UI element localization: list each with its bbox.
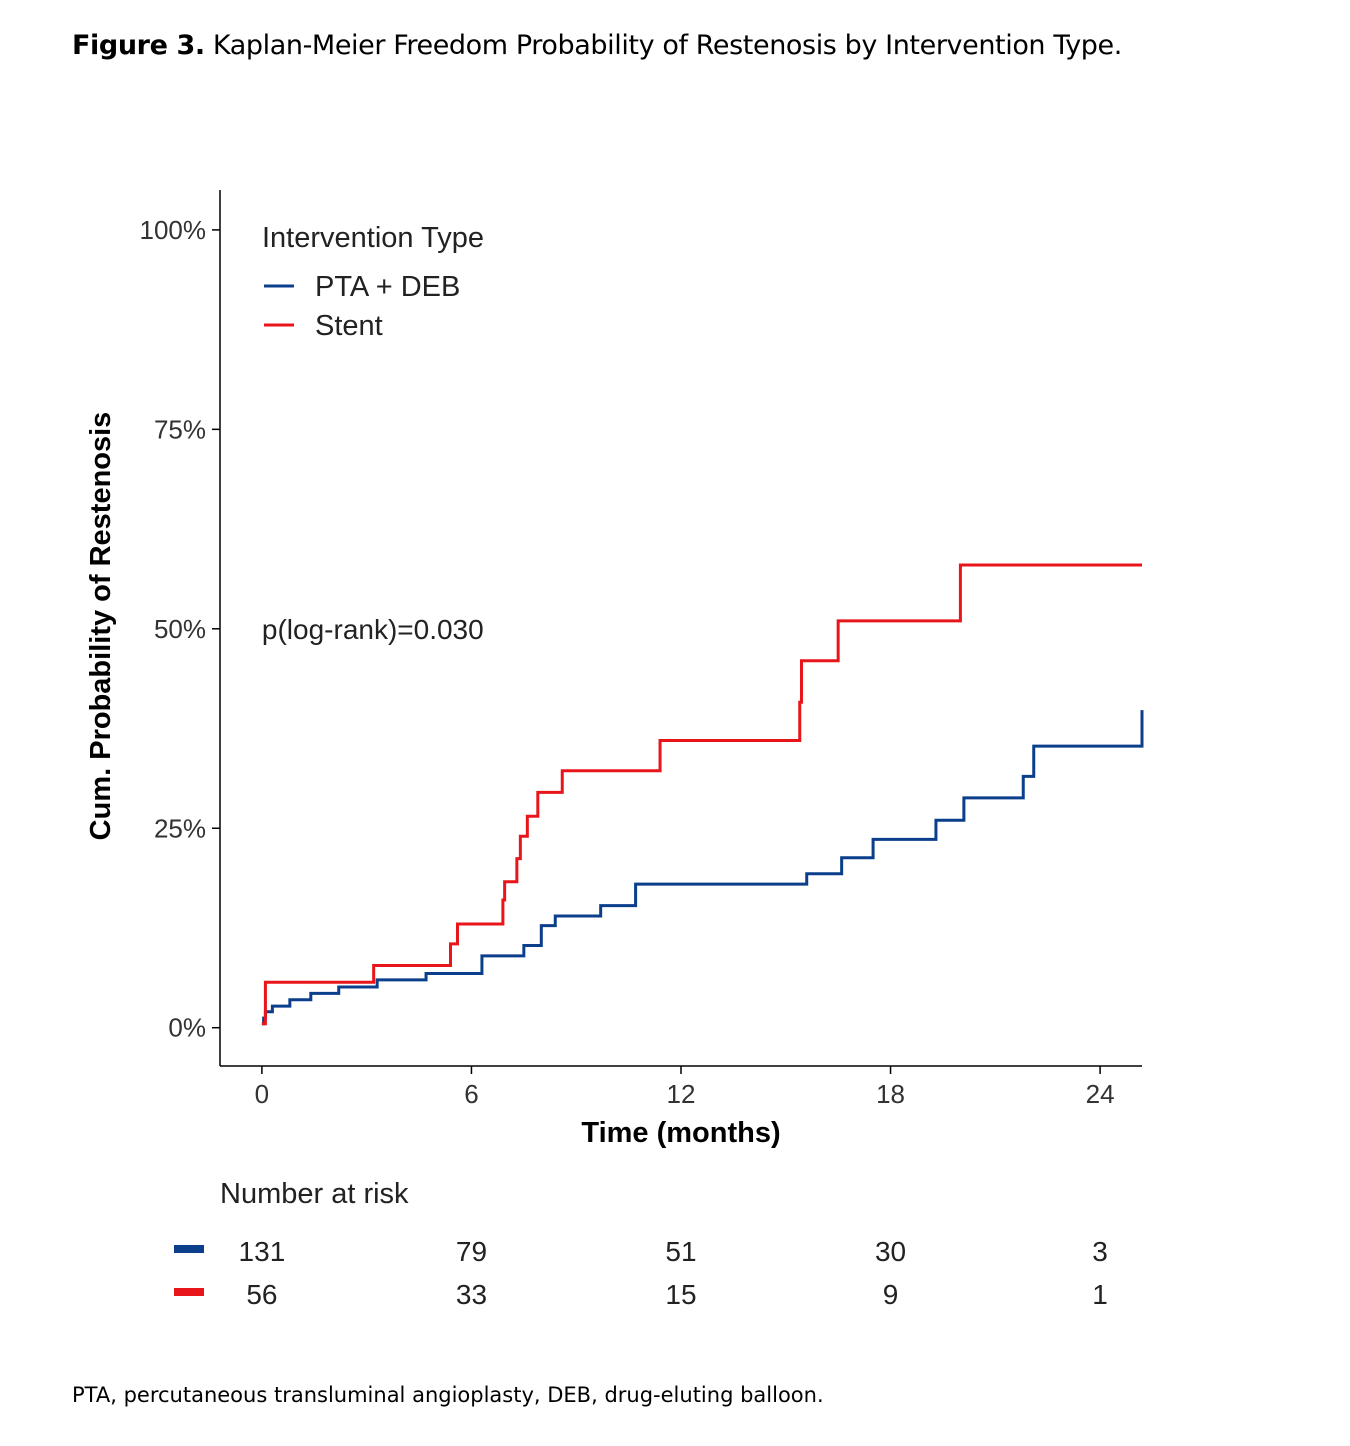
risk-count: 51 <box>665 1236 696 1267</box>
logrank-annotation: p(log-rank)=0.030 <box>262 614 484 645</box>
legend: Intervention Type PTA + DEB Stent <box>262 222 484 342</box>
risk-row-swatch <box>174 1245 204 1253</box>
figure-footnote: PTA, percutaneous transluminal angioplas… <box>72 1383 824 1407</box>
risk-table: Number at risk 131 79 51 30 3 56 33 15 9 1 <box>174 1178 1108 1310</box>
y-tick-label: 50% <box>154 614 206 644</box>
risk-count: 30 <box>875 1236 906 1267</box>
risk-count: 1 <box>1092 1279 1108 1310</box>
x-axis-title: Time (months) <box>581 1117 780 1149</box>
figure-caption: Figure 3. Kaplan-Meier Freedom Probabili… <box>72 30 1122 61</box>
legend-label: Stent <box>315 310 383 342</box>
legend-title: Intervention Type <box>262 222 484 254</box>
risk-row-swatch <box>174 1288 204 1296</box>
y-tick-label: 75% <box>154 414 206 444</box>
risk-count: 131 <box>239 1236 286 1267</box>
x-tick-label: 6 <box>464 1079 478 1109</box>
figure-caption-text: Kaplan-Meier Freedom Probability of Rest… <box>212 30 1122 61</box>
x-tick-label: 0 <box>255 1079 269 1109</box>
x-tick-label: 12 <box>667 1079 696 1109</box>
km-curve-pta-deb <box>261 710 1144 1026</box>
risk-count: 79 <box>456 1236 487 1267</box>
km-curves <box>261 563 1144 1026</box>
risk-count: 3 <box>1092 1236 1108 1267</box>
y-tick-label: 100% <box>140 215 207 245</box>
figure-label: Figure 3. <box>72 30 205 61</box>
legend-label: PTA + DEB <box>315 271 460 303</box>
km-curve-stent <box>261 563 1142 1026</box>
x-tick-label: 18 <box>876 1079 905 1109</box>
risk-count: 33 <box>456 1279 487 1310</box>
axes: 0% 25% 50% 75% 100% 0 6 12 18 24 Time (months) Cum.… <box>85 190 1142 1149</box>
risk-count: 9 <box>883 1279 899 1310</box>
risk-table-title: Number at risk <box>220 1178 409 1210</box>
y-tick-label: 0% <box>168 1013 206 1043</box>
y-tick-label: 25% <box>154 813 206 843</box>
risk-count: 56 <box>246 1279 277 1310</box>
x-tick-label: 24 <box>1086 1079 1115 1109</box>
y-axis-title: Cum. Probability of Restenosis <box>85 412 117 841</box>
risk-count: 15 <box>665 1279 696 1310</box>
